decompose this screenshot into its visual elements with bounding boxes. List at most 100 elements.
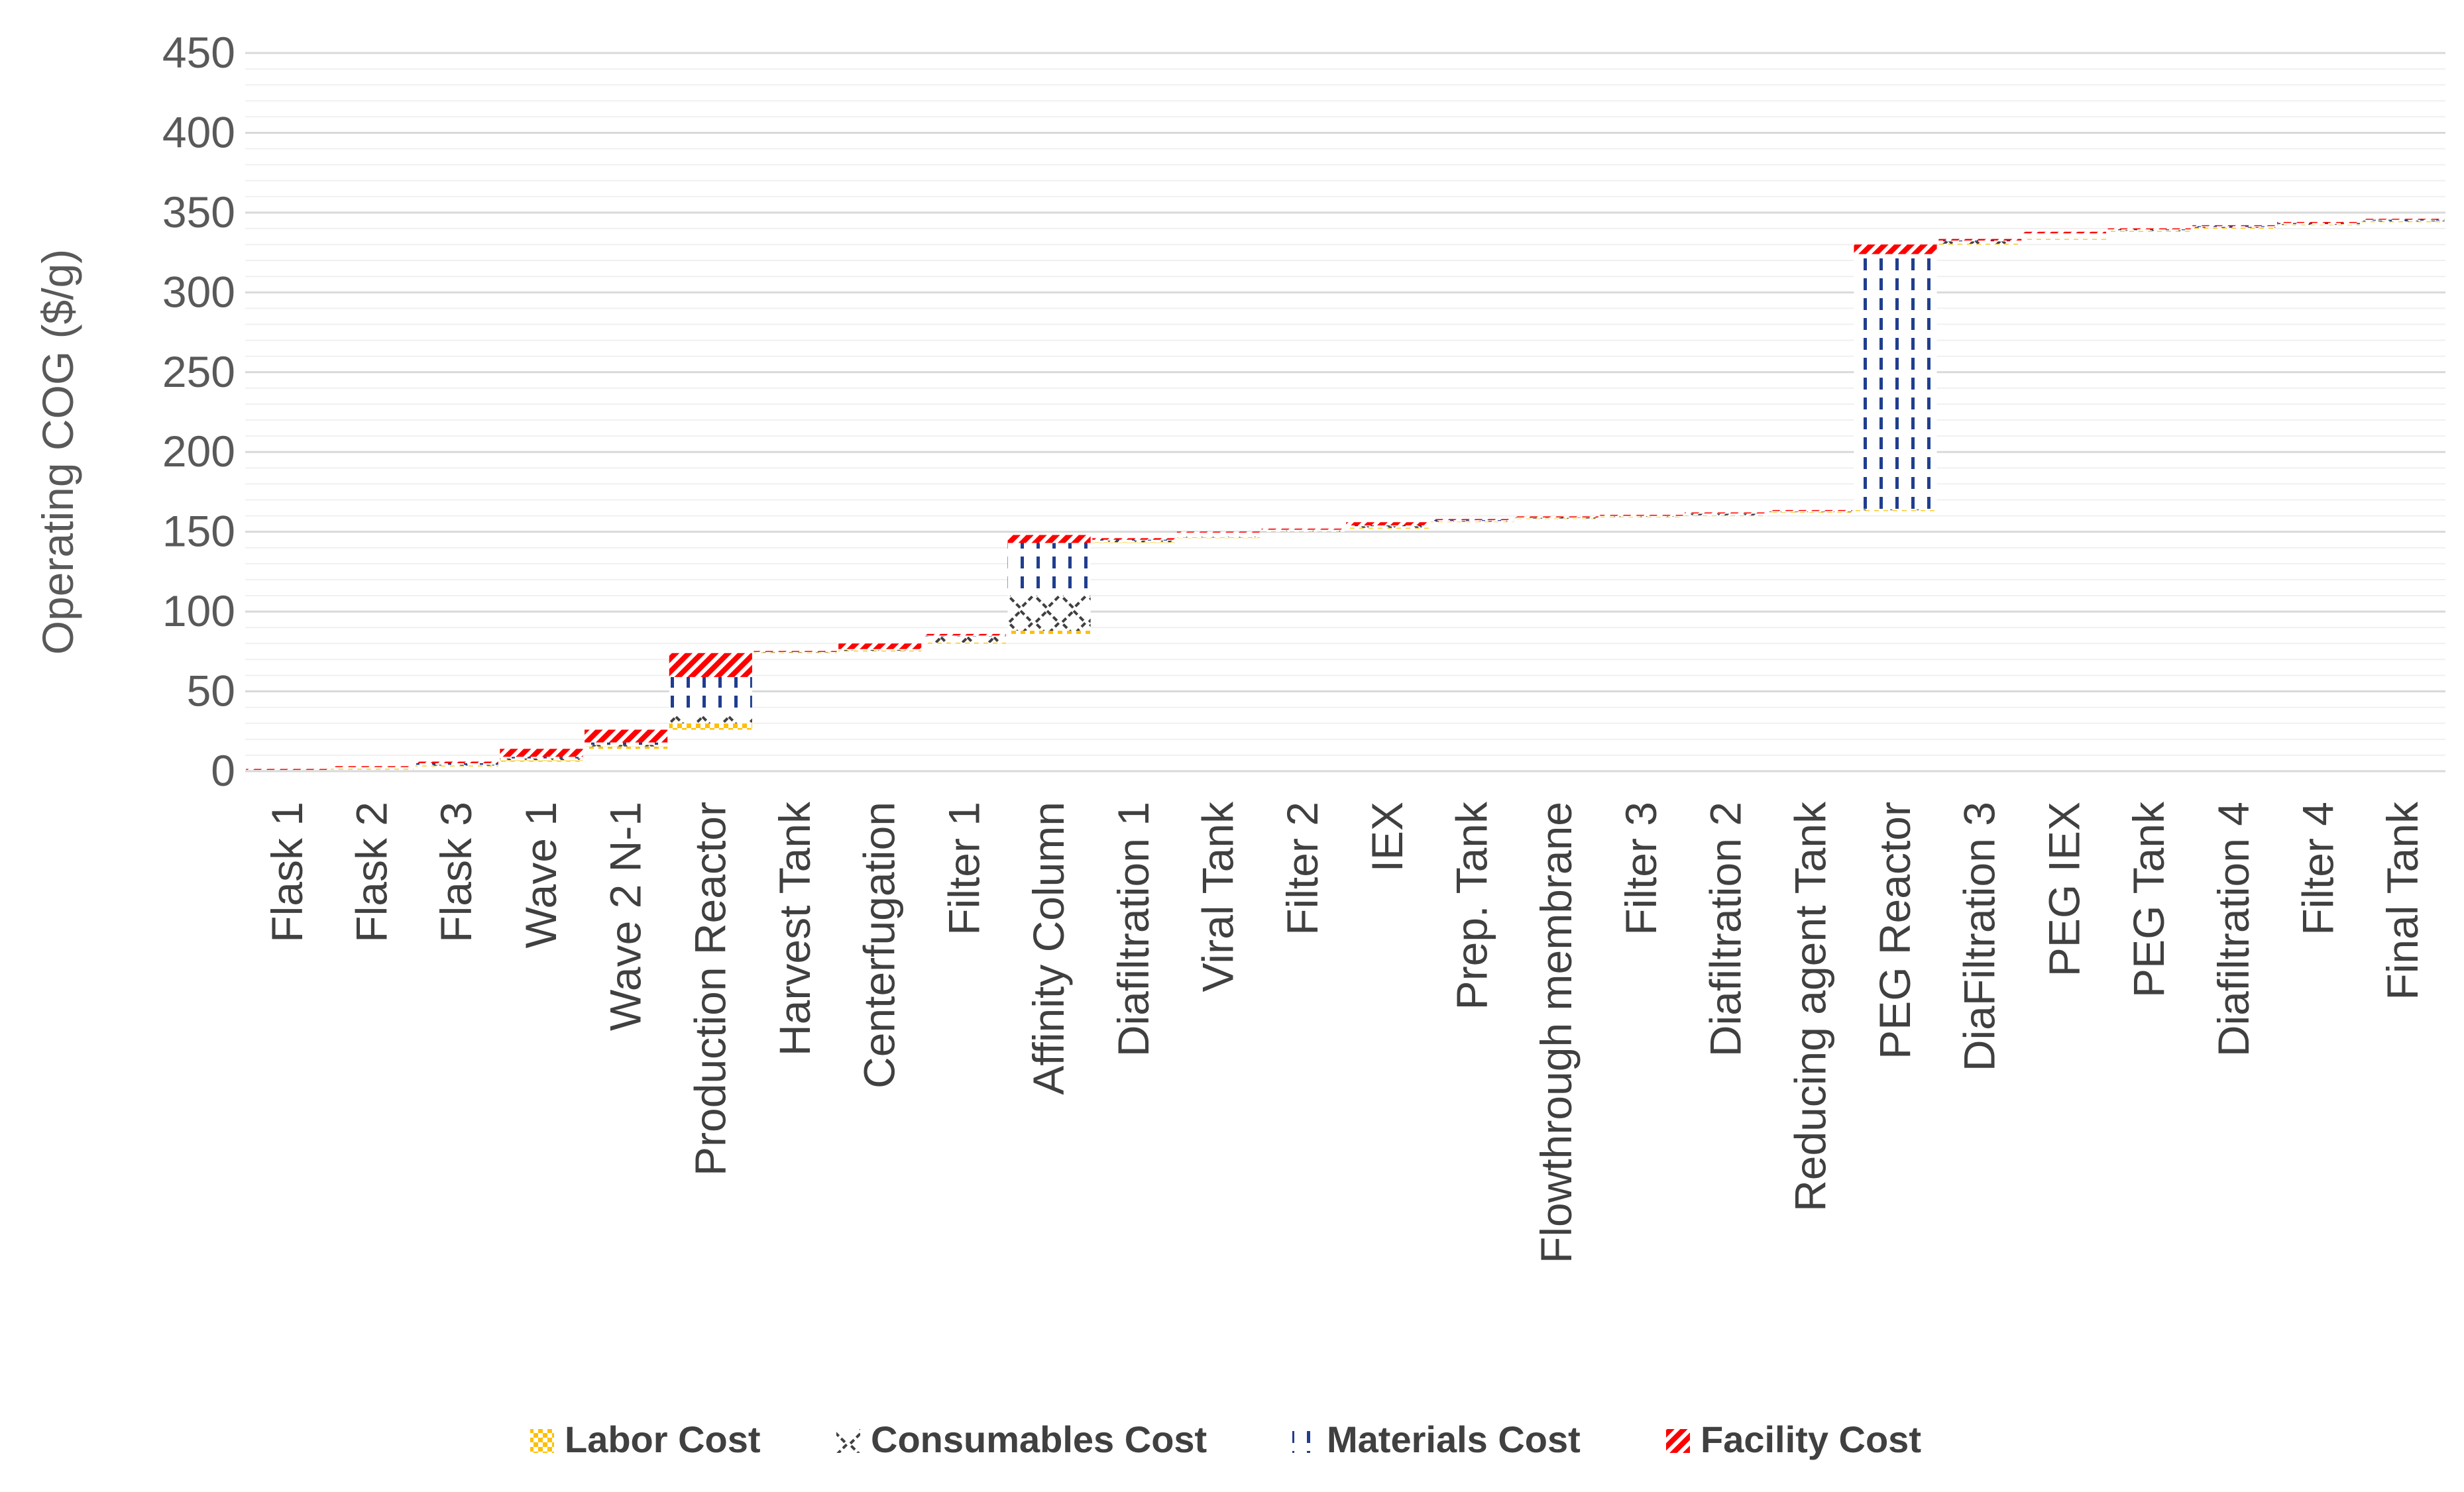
bar-segment-facility <box>246 769 329 771</box>
bar-segment-materials <box>1769 510 1852 512</box>
bar-segment-facility <box>1685 512 1768 513</box>
x-tick-label: Diafiltration 1 <box>1109 802 1158 1057</box>
bar-segment-materials <box>1430 519 1514 521</box>
bar-segment-labor <box>669 723 752 730</box>
bar-segment-consumables <box>1092 540 1176 543</box>
bar-segment-facility <box>1938 239 2022 241</box>
x-tick-labels: Flask 1 Flask 2 Flask 3 Wave 1 Wave 2 N-1 Pro… <box>262 801 2427 1263</box>
x-tick-label: Filter 2 <box>1278 802 1327 935</box>
x-tick-label: Flask 3 <box>431 802 480 943</box>
x-tick-label: Reducing agent Tank <box>1785 801 1834 1212</box>
bar-segment-consumables <box>1938 241 2022 244</box>
x-tick-label: Filter 4 <box>2293 802 2342 935</box>
bar-segment-facility <box>500 749 583 757</box>
bar-segment-materials <box>2107 229 2191 231</box>
x-tick-label: Filter 3 <box>1616 802 1665 935</box>
bar-segment-consumables <box>838 649 922 651</box>
bar-segment-materials <box>1854 254 1937 509</box>
y-tick-label: 250 <box>162 347 235 396</box>
x-tick-label: Flask 1 <box>262 802 311 943</box>
y-tick-label: 100 <box>162 586 235 635</box>
bar-segment-labor <box>2023 239 2106 240</box>
bar-segment-facility <box>754 651 837 653</box>
bar-segment-labor <box>1938 243 2022 245</box>
bar-segment-materials <box>923 635 1006 637</box>
bar-segment-facility <box>2107 228 2191 230</box>
y-tick-label: 150 <box>162 507 235 556</box>
bar-segment-labor <box>838 650 922 652</box>
y-axis-title: Operating COG ($/g) <box>33 249 82 655</box>
bar-segment-materials <box>330 767 414 769</box>
gridlines <box>245 52 2445 773</box>
bar-segment-labor <box>1854 509 1937 511</box>
y-tick-labels: 0 50 100 150 200 250 300 350 400 450 <box>162 28 235 795</box>
bar-segment-materials <box>500 757 583 759</box>
legend-item-labor: Labor Cost <box>530 1418 761 1460</box>
bar-segment-materials <box>838 649 922 650</box>
bar-segment-consumables <box>2276 223 2361 225</box>
x-tick-label: PEG Tank <box>2124 801 2173 998</box>
bar-segment-materials <box>1092 539 1176 541</box>
bar-segment-labor <box>2107 231 2191 232</box>
bar-segment-labor <box>1176 537 1260 539</box>
bar-segment-consumables <box>2107 230 2191 231</box>
bar-segment-labor <box>415 765 498 767</box>
bar-segment-facility <box>2361 219 2445 220</box>
x-tick-label: Affinity Column <box>1024 802 1073 1095</box>
legend-label-materials: Materials Cost <box>1327 1418 1581 1460</box>
x-tick-label: PEG IEX <box>2039 802 2088 977</box>
bar-segment-facility <box>2276 222 2361 223</box>
x-tick-label: Centerfugation <box>855 802 904 1089</box>
bar-segment-facility <box>923 633 1006 636</box>
bar-segment-materials <box>585 742 668 745</box>
bar-segment-facility <box>1769 509 1852 511</box>
bar-segment-consumables <box>2361 220 2445 222</box>
y-tick-label: 450 <box>162 28 235 77</box>
x-tick-label: Filter 1 <box>939 802 988 935</box>
y-tick-label: 400 <box>162 107 235 156</box>
y-tick-label: 200 <box>162 427 235 476</box>
legend-swatch-materials <box>1292 1429 1316 1453</box>
legend-swatch-consumables <box>836 1429 860 1453</box>
x-tick-label: Flask 2 <box>347 802 396 943</box>
bar-segment-facility <box>1261 528 1345 530</box>
legend-item-materials: Materials Cost <box>1292 1418 1581 1460</box>
bar-segment-consumables <box>415 765 498 766</box>
x-tick-label: DiaFiltration 3 <box>1955 802 2004 1071</box>
x-tick-label: Prep. Tank <box>1447 801 1496 1010</box>
legend-swatch-labor <box>530 1429 554 1453</box>
bar-segment-consumables <box>500 758 583 761</box>
bar-segment-materials <box>2276 223 2361 225</box>
bar-segment-materials <box>415 763 498 765</box>
bar-segment-facility <box>1346 522 1429 526</box>
bar-segment-materials <box>669 676 752 716</box>
bar-segment-facility <box>1007 535 1091 543</box>
bar-segment-consumables <box>1430 520 1514 522</box>
bar-segment-facility <box>1600 515 1683 516</box>
bar-segment-consumables <box>1261 530 1345 531</box>
bar-segment-consumables <box>330 767 414 769</box>
bar-segment-consumables <box>1854 509 1937 511</box>
bar-segment-labor <box>585 746 668 749</box>
x-tick-label: IEX <box>1363 802 1412 872</box>
legend-swatch-facility <box>1666 1429 1690 1453</box>
bar-segment-consumables <box>2023 237 2106 239</box>
bar-segment-consumables <box>2192 227 2276 228</box>
bar-segment-materials <box>2361 219 2445 221</box>
x-tick-label: Wave 1 <box>516 802 565 948</box>
legend-label-labor: Labor Cost <box>565 1418 761 1460</box>
bar-segment-facility <box>585 729 668 743</box>
bar-segment-materials <box>2023 233 2106 238</box>
legend-label-facility: Facility Cost <box>1701 1418 1921 1460</box>
bar-segment-materials <box>1007 543 1091 596</box>
bar-segment-labor <box>1346 527 1429 529</box>
bar-segment-facility <box>330 766 414 767</box>
bar-segment-facility <box>2192 225 2276 227</box>
bar-segment-facility <box>669 653 752 677</box>
y-tick-label: 300 <box>162 267 235 316</box>
bar-segment-labor <box>2192 227 2276 229</box>
legend-label-consumables: Consumables Cost <box>871 1418 1207 1460</box>
bar-segment-labor <box>330 769 414 770</box>
x-tick-label: Harvest Tank <box>770 801 819 1056</box>
